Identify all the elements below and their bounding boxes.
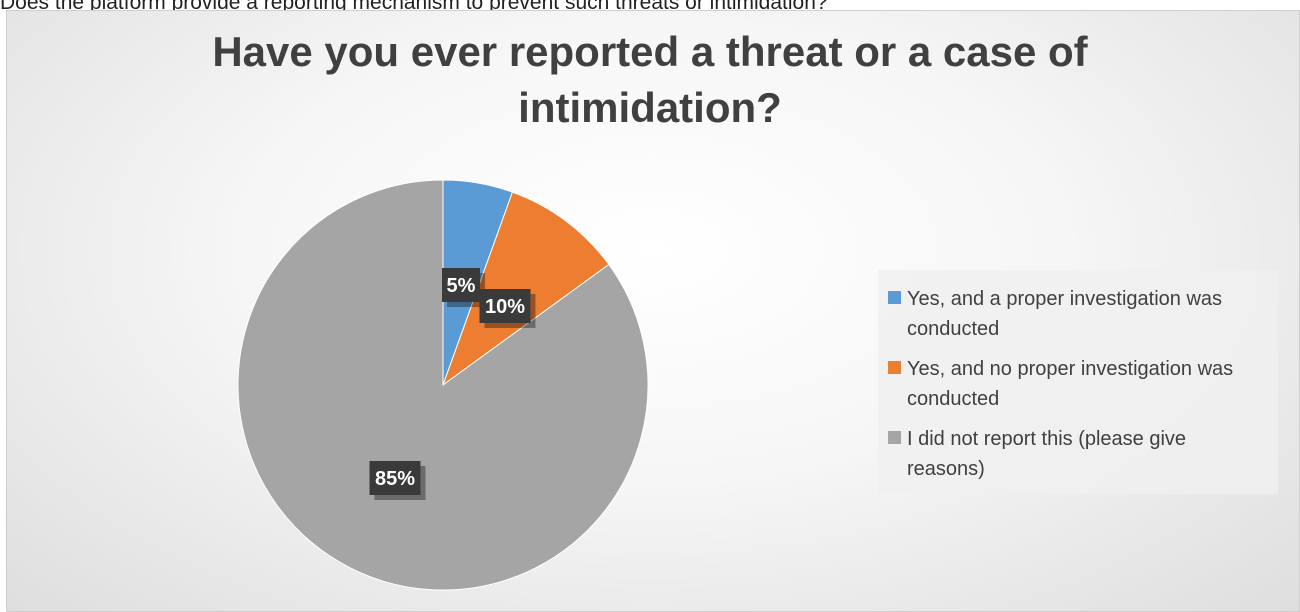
legend-label-line: Yes, and no proper investigation was (907, 358, 1234, 380)
data-label-box (479, 289, 531, 323)
legend-label-line: conducted (907, 318, 1000, 340)
legend-label: Yes, and a proper investigation was cond… (907, 284, 1222, 344)
data-label-10: 10% (479, 289, 536, 328)
pie-slice-not-reported (237, 179, 649, 591)
legend-swatch-gray (888, 431, 901, 444)
legend-label-line: reasons) (907, 458, 985, 480)
data-label-text: 5% (447, 275, 476, 297)
data-label-text: 85% (375, 468, 415, 490)
legend-swatch-orange (888, 361, 901, 374)
data-label-5: 5% (442, 268, 485, 307)
pie-data-labels: 5% 10% 85% (369, 268, 536, 500)
legend-swatch-blue (888, 291, 901, 304)
legend-item-not-reported[interactable]: I did not report this (please give reaso… (888, 424, 1268, 484)
legend-label-line: conducted (907, 388, 1000, 410)
legend-item-investigated[interactable]: Yes, and a proper investigation was cond… (888, 284, 1268, 344)
pie-slices (237, 179, 649, 591)
data-label-text: 10% (485, 296, 525, 318)
data-label-box (442, 268, 480, 302)
pie-slice-not-investigated (441, 191, 610, 387)
chart-title-line-2: intimidation? (518, 84, 782, 131)
chart-title-line-1: Have you ever reported a threat or a cas… (212, 28, 1088, 75)
legend: Yes, and a proper investigation was cond… (878, 270, 1278, 494)
legend-label-line: I did not report this (please give (907, 428, 1187, 450)
data-label-85: 85% (369, 461, 426, 500)
data-label-box (369, 461, 421, 495)
legend-label: I did not report this (please give reaso… (907, 424, 1186, 484)
legend-label: Yes, and no proper investigation was con… (907, 354, 1233, 414)
legend-label-line: Yes, and a proper investigation was (907, 288, 1223, 310)
chart-title: Have you ever reported a threat or a cas… (0, 24, 1300, 136)
legend-item-not-investigated[interactable]: Yes, and no proper investigation was con… (888, 354, 1268, 414)
